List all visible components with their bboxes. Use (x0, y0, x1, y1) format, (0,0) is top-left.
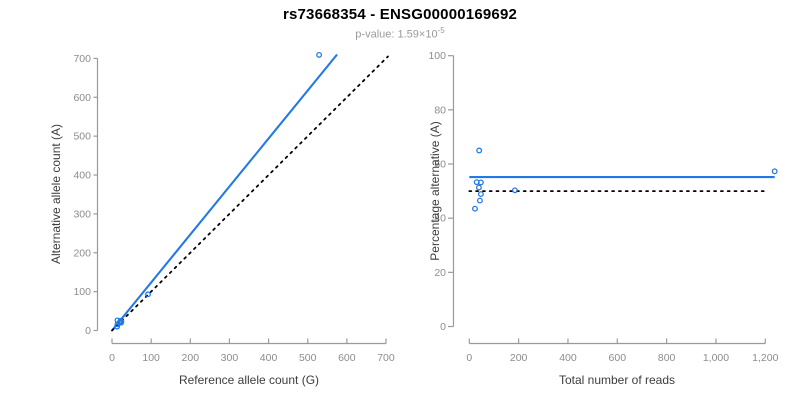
x-tick-label: 1,200 (752, 352, 778, 364)
data-point (771, 168, 778, 175)
x-tick-label: 500 (299, 352, 317, 364)
y-tick-label: 80 (434, 104, 446, 116)
data-point (475, 184, 482, 191)
data-point (477, 191, 484, 198)
data-points (114, 51, 323, 330)
y-tick-label: 500 (73, 131, 91, 143)
x-tick-label: 200 (510, 352, 528, 364)
x-tick-label: 100 (142, 352, 160, 364)
y-tick-label: 400 (73, 170, 91, 182)
data-point (511, 187, 518, 194)
x-tick-label: 0 (109, 352, 115, 364)
y-tick-label: 100 (428, 50, 446, 62)
x-axis: 0 100 200 300 400 500 600 700 Reference allele c… (109, 338, 395, 387)
x-tick-label: 300 (221, 352, 239, 364)
x-tick-label: 400 (559, 352, 577, 364)
data-point (476, 147, 483, 154)
fitted-ratio-line (111, 53, 338, 332)
data-point (476, 197, 483, 204)
figure-title: rs73668354 - ENSG00000169692 (282, 6, 518, 23)
y-tick-label: 300 (73, 208, 91, 220)
y-tick-label: 0 (440, 321, 446, 333)
y-axis: 0 20 40 60 80 100 Percentage alternative (A) (428, 50, 455, 333)
y-tick-label: 40 (434, 213, 446, 225)
x-tick-label: 600 (609, 352, 627, 364)
y-tick-label: 0 (85, 325, 91, 337)
data-point (316, 51, 323, 58)
y-tick-label: 600 (73, 92, 91, 104)
x-tick-label: 700 (377, 352, 395, 364)
y-axis: 0 100 200 300 400 500 600 700 Alternative allele… (49, 53, 99, 337)
x-axis-title: Reference allele count (G) (179, 373, 319, 387)
y-tick-label: 60 (434, 159, 446, 171)
left-scatter-plot: 0 100 200 300 400 500 600 700 Reference allele c… (49, 51, 395, 387)
x-tick-label: 800 (658, 352, 676, 364)
x-tick-label: 200 (182, 352, 200, 364)
y-tick-label: 200 (73, 247, 91, 259)
x-tick-label: 400 (260, 352, 278, 364)
y-axis-title: Alternative allele count (A) (49, 124, 63, 264)
y-tick-label: 20 (434, 267, 446, 279)
x-tick-label: 600 (338, 352, 356, 364)
data-points (472, 147, 778, 212)
data-point (118, 319, 124, 326)
data-point (472, 205, 478, 212)
data-point (473, 179, 480, 186)
identity-line (111, 55, 389, 332)
x-tick-label: 1,000 (703, 352, 729, 364)
p-value-exponent: -5 (437, 26, 445, 35)
y-tick-label: 700 (73, 53, 91, 65)
data-point (145, 291, 151, 298)
data-point (114, 323, 121, 330)
y-axis-title: Percentage alternative (A) (428, 121, 442, 260)
figure-subtitle: p-value: 1.59×10-5 (0, 26, 800, 41)
x-axis-title: Total number of reads (559, 373, 675, 387)
x-axis: 0 200 400 600 800 1,000 1,200 Total number of r… (466, 338, 779, 387)
x-tick-label: 0 (466, 352, 472, 364)
p-value-text: p-value: 1.59×10 (355, 28, 438, 41)
y-tick-label: 100 (73, 286, 91, 298)
